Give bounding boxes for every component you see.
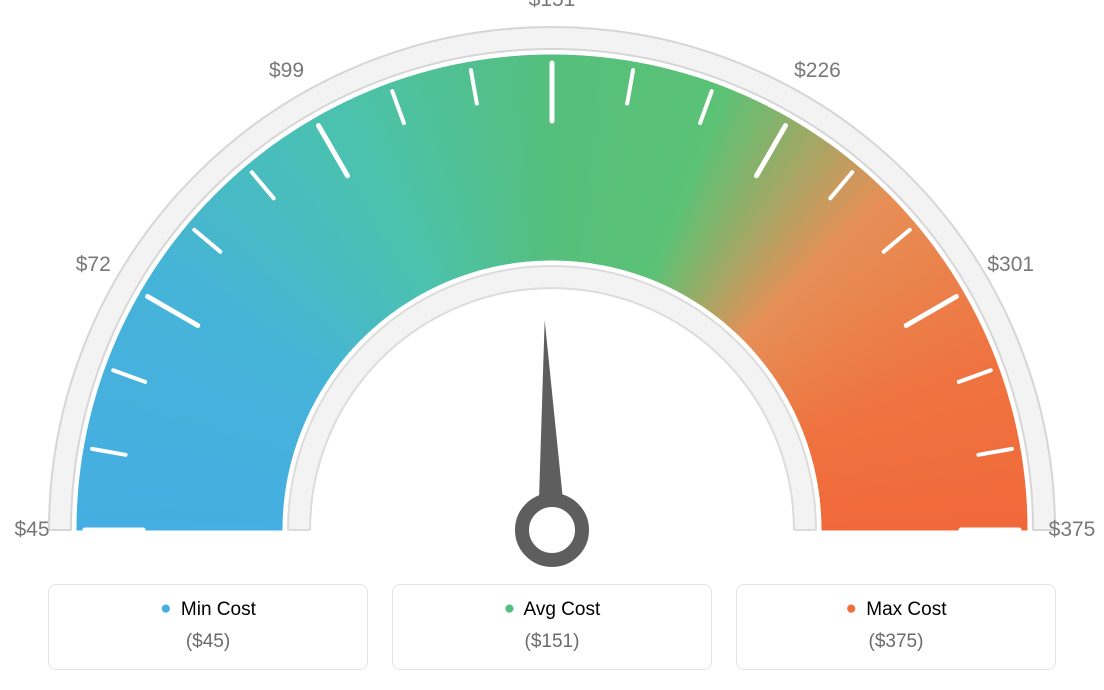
cost-gauge-chart: $45 $72 $99 $151 $226 $301 $375 ● Min Cost ($4…	[0, 0, 1104, 690]
legend-row: ● Min Cost ($45) ● Avg Cost ($151) ● Max…	[0, 584, 1104, 670]
scale-label: $72	[76, 253, 111, 277]
legend-card-avg: ● Avg Cost ($151)	[392, 584, 712, 670]
gauge-area: $45 $72 $99 $151 $226 $301 $375	[0, 0, 1104, 570]
scale-label: $375	[1049, 518, 1096, 542]
scale-label: $301	[987, 253, 1034, 277]
scale-label: $99	[269, 59, 304, 83]
legend-title-label: Avg Cost	[523, 599, 600, 620]
scale-label: $226	[794, 59, 841, 83]
dot-icon: ●	[845, 598, 856, 619]
legend-title-max: ● Max Cost	[747, 599, 1045, 621]
dot-icon: ●	[504, 598, 515, 619]
scale-label: $45	[14, 518, 49, 542]
legend-title-min: ● Min Cost	[59, 599, 357, 621]
legend-title-avg: ● Avg Cost	[403, 599, 701, 621]
dot-icon: ●	[160, 598, 171, 619]
legend-title-label: Max Cost	[866, 599, 946, 620]
legend-value-max: ($375)	[747, 631, 1045, 653]
legend-value-avg: ($151)	[403, 631, 701, 653]
scale-label: $151	[529, 0, 576, 12]
gauge-svg	[0, 0, 1104, 570]
legend-card-max: ● Max Cost ($375)	[736, 584, 1056, 670]
legend-title-label: Min Cost	[181, 599, 256, 620]
legend-value-min: ($45)	[59, 631, 357, 653]
legend-card-min: ● Min Cost ($45)	[48, 584, 368, 670]
